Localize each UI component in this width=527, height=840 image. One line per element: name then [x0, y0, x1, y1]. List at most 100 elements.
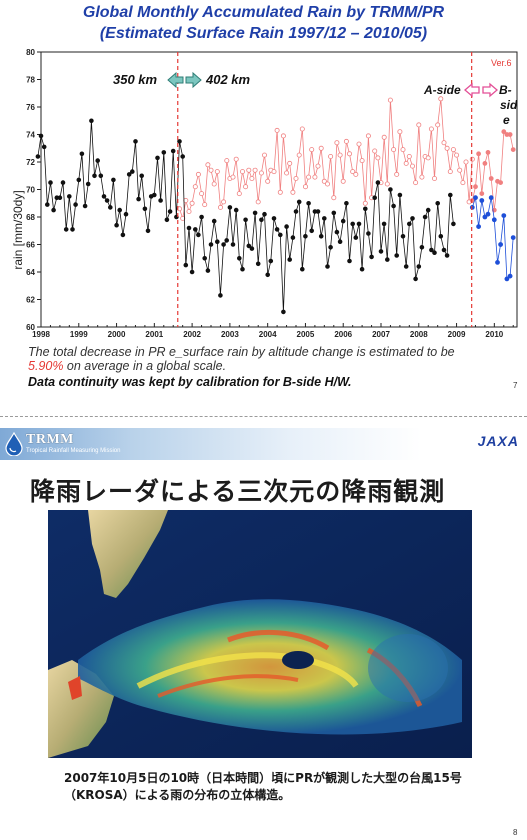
series-point-1: [334, 140, 340, 146]
x-tick-label: 2006: [334, 330, 352, 339]
series-point-1: [255, 199, 261, 205]
series-point-0: [227, 205, 233, 210]
series-point-1: [287, 160, 293, 166]
series-point-1: [375, 155, 381, 161]
series-point-1: [271, 169, 277, 175]
ylabel: rain [mm/30dy]: [11, 190, 25, 269]
series-point-1: [186, 208, 192, 214]
series-point-0: [375, 180, 381, 185]
series-point-1: [403, 160, 409, 166]
x-tick-label: 2004: [259, 330, 277, 339]
series-point-1: [397, 129, 403, 135]
series-point-1: [463, 159, 469, 165]
text-line-3: Data continuity was kept by calibration …: [28, 375, 352, 389]
right-annotation: 402 km: [205, 72, 251, 87]
caption-line-2: （KROSA）による雨の分布の立体構造。: [64, 788, 291, 802]
series-point-0: [70, 227, 75, 232]
series-point-1: [356, 141, 362, 147]
series-point-0: [438, 234, 444, 239]
series-point-1: [409, 163, 415, 169]
slide-8: TRMM Tropical Rainfall Measuring Mission…: [0, 428, 527, 840]
series-point-0: [432, 250, 437, 256]
series-point-0: [158, 198, 163, 203]
series-point-0: [120, 232, 126, 238]
series-point-1: [425, 155, 431, 161]
slide-7: Global Monthly Accumulated Rain by TRMM/…: [0, 0, 527, 408]
series-point-1: [350, 169, 356, 175]
series-point-0: [48, 180, 53, 185]
series-point-0: [328, 245, 333, 250]
series-point-1: [353, 171, 359, 177]
series-point-1: [306, 174, 312, 180]
series-point-0: [410, 216, 415, 221]
series-point-0: [167, 209, 173, 214]
series-point-1: [331, 195, 337, 201]
slide-separator: [0, 416, 527, 417]
series-point-0: [246, 243, 252, 249]
series-point-0: [221, 242, 226, 247]
series-point-0: [38, 133, 44, 139]
series-point-0: [51, 207, 56, 213]
series-point-0: [277, 232, 283, 238]
series-point-0: [218, 293, 223, 298]
series-point-0: [347, 258, 352, 264]
series-point-3: [488, 195, 494, 201]
series-point-0: [92, 173, 97, 179]
series-point-3: [507, 273, 513, 279]
series-point-0: [224, 238, 230, 243]
series-point-1: [202, 202, 208, 208]
series-point-0: [422, 214, 428, 220]
x-tick-label: 2003: [221, 330, 239, 339]
series-point-1: [208, 167, 214, 173]
series-point-0: [60, 180, 66, 185]
series-point-0: [180, 154, 186, 159]
series-point-0: [255, 261, 261, 267]
series-line-3: [471, 197, 514, 280]
x-tick-label: 1999: [70, 330, 88, 339]
title-line-2: (Estimated Surface Rain 1997/12 – 2010/0…: [99, 25, 428, 42]
series-point-1: [324, 181, 330, 187]
series-point-1: [340, 178, 346, 184]
text-percentage: 5.90%: [28, 359, 64, 373]
series-point-1: [312, 174, 318, 180]
org-name: TRMM: [26, 432, 74, 447]
series-point-0: [186, 225, 192, 231]
series-point-0: [334, 229, 340, 235]
series-point-1: [277, 189, 283, 195]
series-point-1: [236, 191, 242, 197]
series-point-0: [164, 217, 170, 223]
x-tick-label: 2009: [448, 330, 466, 339]
series-point-0: [381, 221, 387, 227]
series-point-1: [246, 167, 252, 173]
page-number-8: 8: [513, 828, 518, 837]
series-point-1: [381, 134, 387, 140]
series-point-0: [369, 254, 374, 260]
series-point-0: [356, 221, 362, 227]
y-tick-label: 74: [26, 131, 35, 140]
x-tick-label: 2008: [410, 330, 428, 339]
series-point-3: [482, 214, 488, 220]
series-point-2: [479, 191, 485, 197]
series-point-1: [243, 184, 249, 190]
series-point-0: [419, 245, 425, 250]
series-point-2: [485, 150, 491, 155]
y-tick-label: 60: [26, 323, 35, 332]
series-point-0: [444, 253, 450, 258]
series-point-3: [473, 195, 478, 201]
x-tick-label: 1998: [32, 330, 50, 339]
series-point-2: [501, 129, 507, 135]
y-tick-label: 70: [26, 186, 35, 195]
series-point-0: [196, 232, 201, 238]
series-point-2: [507, 132, 513, 137]
series-point-0: [441, 247, 447, 253]
series-point-1: [252, 167, 258, 173]
series-point-1: [265, 178, 271, 184]
y-tick-label: 66: [26, 241, 35, 250]
series-point-0: [337, 239, 343, 245]
series-point-1: [299, 126, 305, 132]
series-point-0: [126, 172, 132, 177]
series-point-1: [189, 200, 195, 206]
series-point-0: [155, 155, 160, 161]
series-point-0: [306, 201, 311, 206]
series-point-1: [450, 147, 456, 153]
